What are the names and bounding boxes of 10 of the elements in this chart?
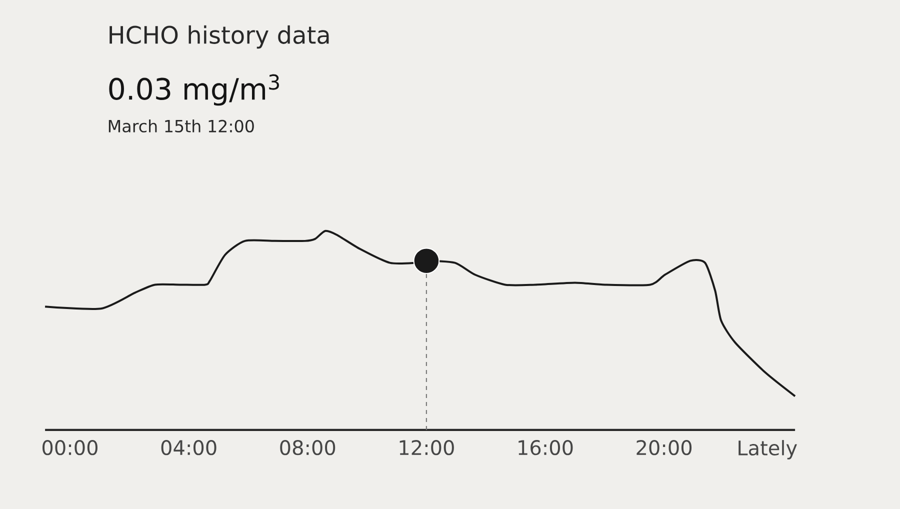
x-tick-label: 20:00 [636, 440, 692, 456]
x-tick-label: 08:00 [280, 440, 336, 456]
x-tick-label: 12:00 [400, 440, 454, 456]
x-tick-label: Lately [738, 440, 797, 460]
x-tick-label: 00:00 [42, 440, 98, 456]
x-tick-label: 16:00 [518, 440, 573, 456]
x-tick-label: 04:00 [161, 440, 216, 456]
text: March 15th 12:00 [108, 120, 254, 132]
chart-subtitle: 0.03 mg/m$^{3}$ [109, 74, 279, 106]
chart-title: HCHO history data [110, 25, 329, 49]
